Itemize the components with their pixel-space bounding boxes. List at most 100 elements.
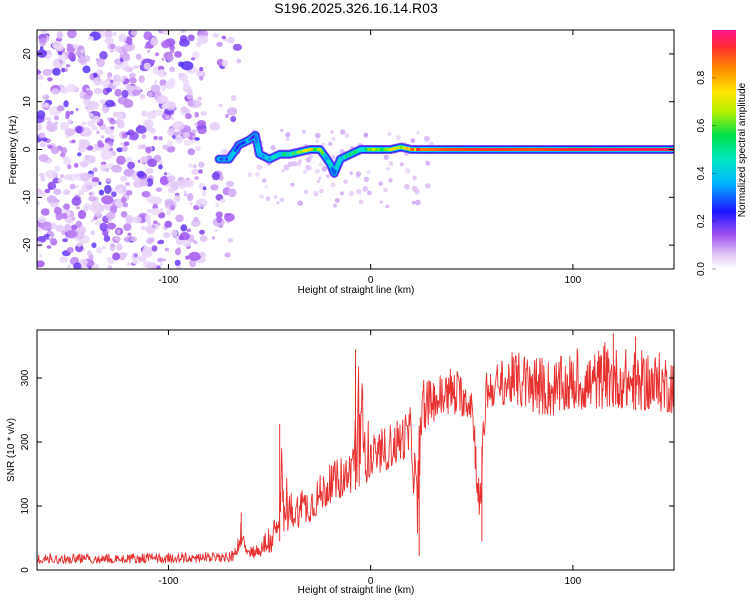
noise-blob — [105, 211, 116, 220]
noise-blob — [87, 250, 92, 257]
noise-blob — [66, 83, 77, 93]
noise-blob — [411, 200, 416, 205]
noise-blob — [291, 160, 298, 167]
noise-blob — [39, 253, 43, 258]
noise-blob — [93, 88, 103, 95]
noise-blob — [182, 79, 190, 86]
colorbar-label: Normalized spectral amplitude — [737, 82, 748, 217]
noise-blob — [141, 110, 147, 117]
noise-blob — [37, 241, 43, 248]
noise-blob — [146, 208, 152, 213]
noise-blob — [59, 256, 68, 264]
noise-blob — [188, 251, 202, 261]
noise-blob — [302, 169, 308, 174]
noise-blob — [54, 44, 64, 51]
noise-blob — [194, 176, 200, 180]
noise-blob — [109, 205, 118, 214]
noise-blob — [186, 94, 194, 100]
signal-segment — [255, 143, 261, 156]
noise-blob — [123, 141, 130, 146]
noise-blob — [77, 146, 82, 151]
noise-blob — [38, 172, 45, 178]
noise-blob — [103, 235, 111, 242]
noise-blob — [158, 136, 163, 141]
noise-blob — [119, 76, 125, 83]
noise-blob — [141, 134, 147, 139]
noise-blob — [184, 178, 194, 188]
noise-blob — [59, 152, 66, 158]
noise-blob — [167, 128, 176, 137]
noise-blob — [177, 177, 187, 186]
y-tick-label: 0 — [20, 567, 31, 573]
noise-blob — [71, 224, 78, 231]
noise-blob — [116, 147, 124, 153]
noise-blob — [81, 121, 87, 126]
noise-blob — [187, 148, 196, 156]
noise-blob — [161, 41, 170, 49]
noise-blob — [163, 232, 171, 239]
colorbar: 0.0 0.2 0.4 0.6 0.8 Normalized spectral ampl… — [696, 30, 748, 276]
noise-blob — [378, 181, 383, 186]
noise-blob — [303, 189, 309, 195]
noise-blob — [127, 232, 132, 236]
noise-blob — [139, 93, 146, 100]
noise-blob — [219, 198, 226, 203]
noise-blob — [161, 84, 167, 92]
noise-blob — [264, 185, 268, 189]
noise-blob — [154, 109, 164, 116]
noise-blob — [86, 87, 90, 91]
noise-blob — [163, 258, 166, 262]
noise-blob — [143, 62, 151, 70]
y-tick-label: 20 — [22, 48, 33, 60]
noise-blob — [226, 107, 238, 116]
noise-blob — [65, 110, 71, 117]
noise-blob — [183, 240, 191, 248]
noise-blob — [109, 117, 115, 122]
noise-blob — [93, 72, 98, 78]
noise-blob — [158, 239, 165, 245]
noise-blob — [37, 49, 48, 58]
noise-blob — [90, 219, 95, 223]
noise-blob — [147, 91, 153, 98]
noise-blob — [383, 154, 390, 161]
noise-blob — [104, 38, 111, 44]
y-tick-label: 10 — [22, 96, 33, 108]
noise-blob — [95, 221, 98, 225]
noise-blob — [395, 135, 401, 141]
snr-axes: -100 0 100 0 100 200 300 — [20, 330, 674, 587]
snr-panel: -100 0 100 0 100 200 300 Height of straight li… — [6, 329, 675, 596]
noise-blob — [48, 235, 52, 240]
noise-blob — [69, 183, 76, 190]
noise-blob — [227, 36, 235, 44]
noise-blob — [166, 209, 172, 216]
noise-blob — [164, 220, 173, 228]
noise-blob — [145, 226, 156, 235]
noise-blob — [157, 69, 166, 78]
noise-blob — [75, 206, 81, 210]
noise-blob — [140, 226, 146, 231]
noise-blob — [339, 191, 344, 196]
noise-blob — [194, 111, 199, 118]
noise-blob — [198, 161, 205, 168]
noise-blob — [138, 75, 145, 83]
noise-blob — [65, 64, 71, 68]
noise-blob — [44, 103, 49, 108]
noise-blob — [175, 134, 184, 144]
noise-blob — [262, 178, 267, 183]
x-tick-label: 0 — [368, 275, 374, 286]
noise-blob — [259, 194, 264, 199]
noise-blob — [192, 164, 197, 169]
noise-blob — [77, 56, 87, 64]
noise-blob — [227, 188, 237, 198]
noise-blob — [162, 30, 171, 35]
noise-blob — [170, 116, 175, 121]
noise-blob — [199, 251, 206, 257]
noise-blob — [174, 248, 181, 256]
noise-blob — [44, 116, 49, 121]
noise-blob — [386, 167, 390, 171]
noise-blob — [38, 132, 46, 139]
noise-blob — [116, 155, 126, 165]
noise-blob — [79, 139, 89, 149]
noise-blob — [225, 113, 229, 119]
noise-blob — [144, 45, 149, 49]
